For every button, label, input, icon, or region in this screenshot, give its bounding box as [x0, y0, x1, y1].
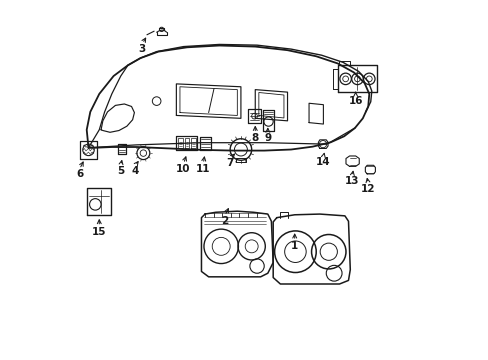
- Text: 11: 11: [196, 164, 210, 174]
- Text: 12: 12: [360, 184, 375, 194]
- Text: 5: 5: [117, 166, 124, 176]
- Text: 9: 9: [264, 134, 271, 143]
- Text: 1: 1: [290, 241, 298, 251]
- Text: 6: 6: [76, 169, 83, 179]
- Text: 10: 10: [176, 164, 190, 174]
- Text: 16: 16: [348, 96, 362, 106]
- Text: 4: 4: [131, 166, 139, 176]
- Text: 2: 2: [221, 216, 228, 226]
- Text: 8: 8: [251, 134, 258, 143]
- Text: 15: 15: [92, 226, 106, 237]
- Text: 7: 7: [226, 158, 233, 168]
- Text: 3: 3: [139, 44, 145, 54]
- Text: 13: 13: [344, 176, 359, 186]
- Text: 14: 14: [315, 157, 330, 167]
